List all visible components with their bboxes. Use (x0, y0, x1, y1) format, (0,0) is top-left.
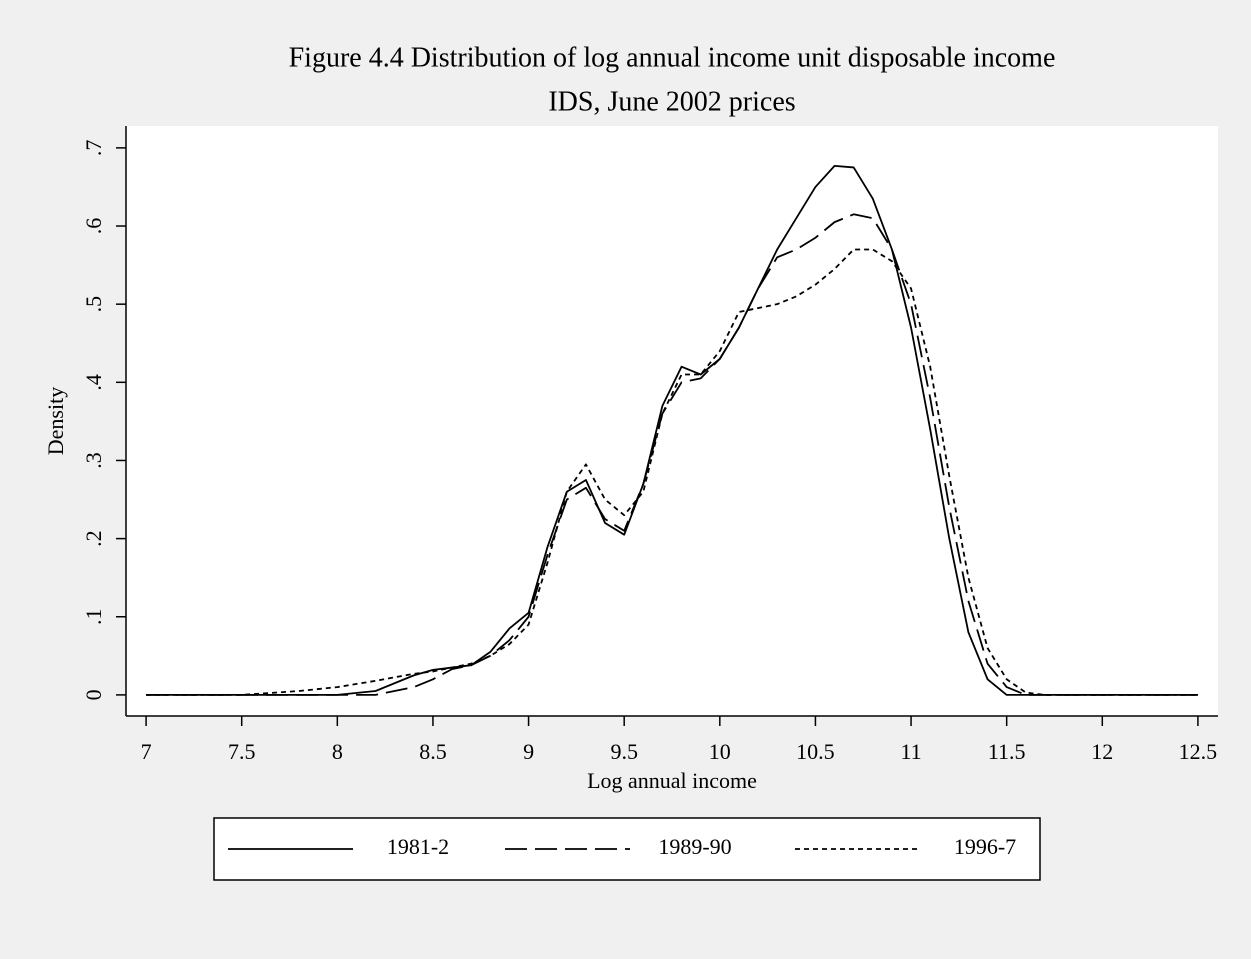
y-tick-label: .3 (81, 452, 106, 469)
y-tick-label: .6 (81, 218, 106, 235)
chart-subtitle: IDS, June 2002 prices (548, 86, 795, 117)
y-tick-label: .7 (81, 140, 106, 157)
x-tick-label: 12 (1091, 739, 1113, 764)
y-tick-label: .1 (81, 609, 106, 626)
y-tick-label: 0 (81, 689, 106, 700)
legend-label: 1989-90 (658, 834, 731, 859)
x-tick-label: 7 (141, 739, 152, 764)
chart-title: Figure 4.4 Distribution of log annual in… (289, 42, 1056, 73)
y-tick-label: .5 (81, 296, 106, 313)
x-tick-label: 10 (709, 739, 731, 764)
series-line (146, 213, 1198, 696)
y-tick-label: .4 (81, 374, 106, 391)
x-tick-label: 7.5 (228, 739, 256, 764)
x-tick-label: 11.5 (988, 739, 1026, 764)
x-tick-label: 11 (900, 739, 921, 764)
x-tick-label: 10.5 (796, 739, 835, 764)
x-tick-label: 9.5 (610, 739, 638, 764)
legend-label: 1996-7 (954, 834, 1016, 859)
x-tick-label: 9 (523, 739, 534, 764)
x-axis-label: Log annual income (587, 768, 757, 793)
x-tick-label: 12.5 (1179, 739, 1218, 764)
plot-area (126, 126, 1218, 716)
legend-label: 1981-2 (387, 834, 449, 859)
x-tick-label: 8 (332, 739, 343, 764)
x-tick-label: 8.5 (419, 739, 447, 764)
y-tick-label: .2 (81, 530, 106, 547)
series-line (146, 248, 1198, 696)
y-axis-label: Density (43, 387, 68, 455)
